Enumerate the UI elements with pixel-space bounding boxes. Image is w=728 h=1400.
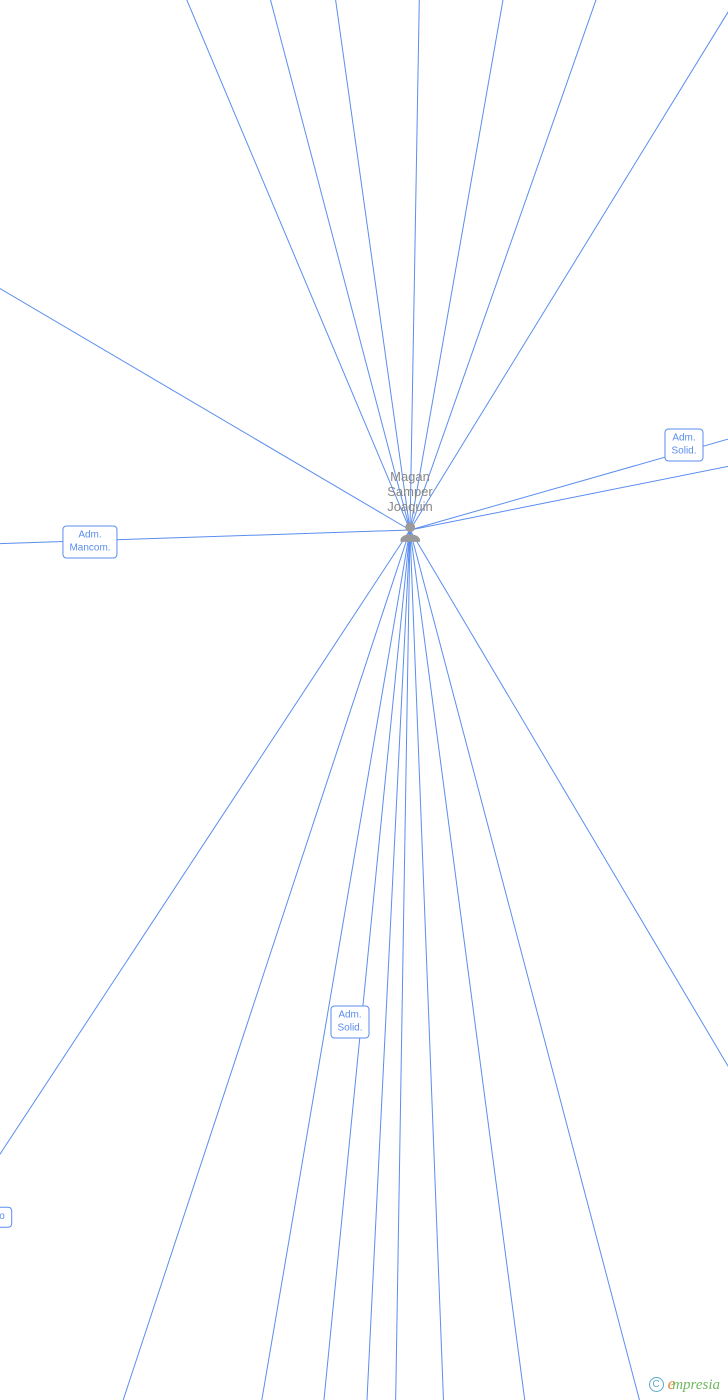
center-node-label: Magan Samper Joaquin [387, 470, 433, 515]
edge-label[interactable]: Adm. Mancom. [62, 526, 117, 559]
copyright-icon: C [649, 1377, 664, 1392]
watermark: C empresia [649, 1374, 720, 1394]
edge-label[interactable]: Adm. Solid. [330, 1006, 369, 1039]
center-node[interactable]: Magan Samper Joaquin [387, 470, 433, 550]
person-icon [397, 519, 423, 550]
edge-label[interactable]: o [0, 1207, 12, 1228]
network-edges [0, 0, 728, 1400]
edge-label[interactable]: Adm. Solid. [664, 429, 703, 462]
watermark-brand-rest: mpresia [672, 1377, 720, 1393]
